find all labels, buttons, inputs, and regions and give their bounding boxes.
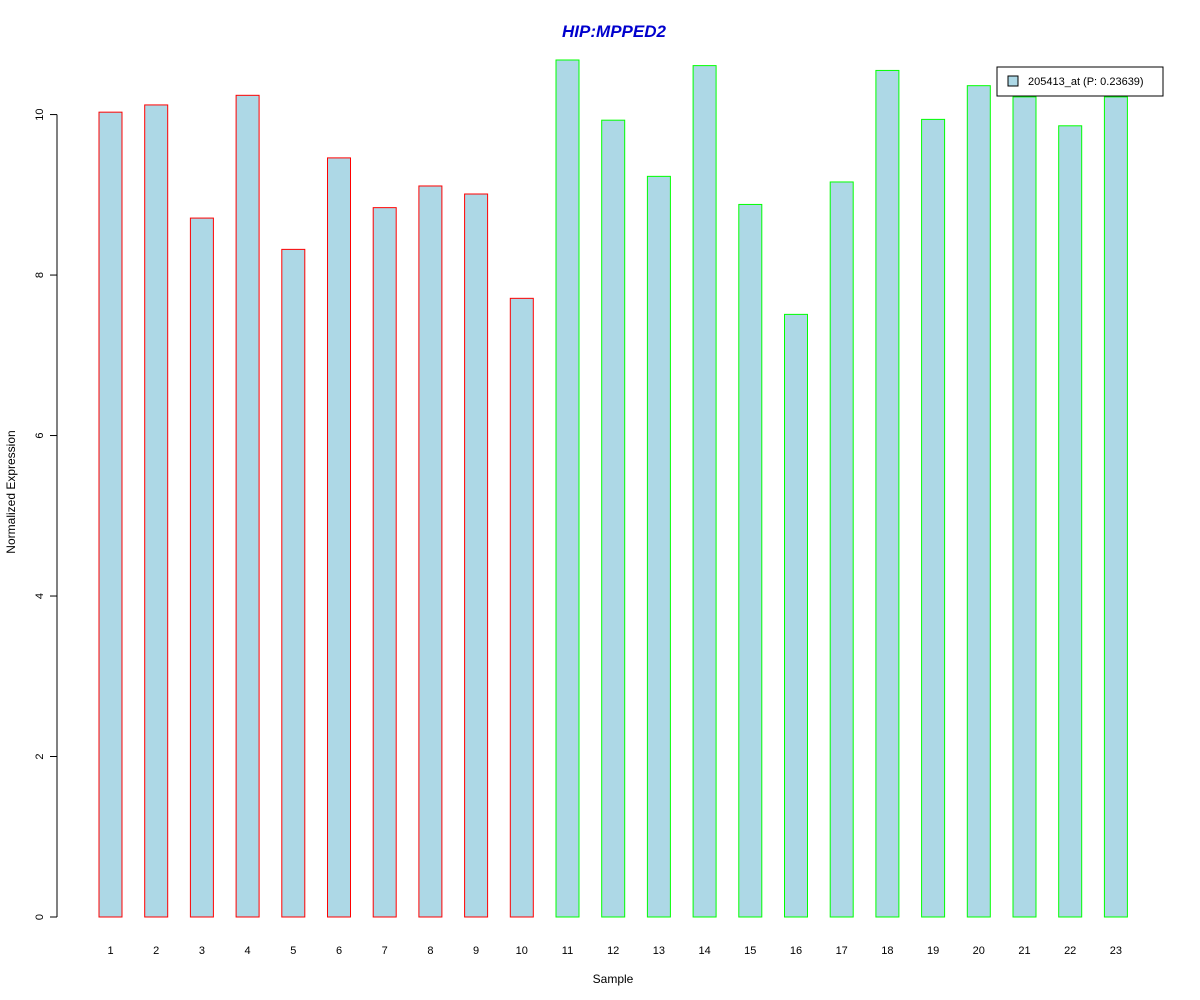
y-axis-label: Normalized Expression xyxy=(4,430,18,553)
legend: 205413_at (P: 0.23639) xyxy=(996,66,1164,97)
bar-sample-10 xyxy=(509,297,534,918)
chart-title: HIP:MPPED2 xyxy=(562,22,666,41)
x-tick-label: 18 xyxy=(881,945,893,957)
x-tick-label: 10 xyxy=(516,945,528,957)
legend-label: 205413_at (P: 0.23639) xyxy=(1028,76,1144,88)
bar-sample-4 xyxy=(235,94,260,918)
bar-sample-23 xyxy=(1103,96,1128,918)
x-tick-label: 23 xyxy=(1110,945,1122,957)
bar-sample-3 xyxy=(189,217,214,918)
y-tick-label: 2 xyxy=(34,753,46,759)
x-axis-label: Sample xyxy=(593,972,634,986)
bar-sample-13 xyxy=(646,175,671,918)
y-tick-label: 0 xyxy=(34,914,46,920)
x-tick-label: 13 xyxy=(653,945,665,957)
bar-sample-2 xyxy=(144,104,169,918)
y-tick-label: 8 xyxy=(34,272,46,278)
bar-sample-16 xyxy=(784,313,808,918)
y-tick-label: 10 xyxy=(34,108,46,120)
bar-sample-5 xyxy=(281,248,306,918)
x-tick-label: 11 xyxy=(562,945,573,957)
x-tick-label: 14 xyxy=(698,945,710,957)
x-tick-label: 6 xyxy=(336,945,342,957)
x-tick-label: 16 xyxy=(790,945,802,957)
y-axis: 0 2 4 6 8 10 xyxy=(34,108,58,920)
bar-sample-20 xyxy=(966,85,991,918)
bar-sample-11 xyxy=(555,59,580,918)
bar-sample-1 xyxy=(98,111,123,918)
x-tick-label: 21 xyxy=(1018,945,1030,957)
x-tick-label: 12 xyxy=(607,945,619,957)
bar-sample-19 xyxy=(921,118,946,918)
bar-sample-15 xyxy=(738,203,763,918)
bar-sample-21 xyxy=(1012,96,1037,918)
bar-sample-18 xyxy=(875,69,900,918)
bar-sample-14 xyxy=(692,65,717,918)
bar-sample-12 xyxy=(601,119,626,918)
bar-sample-22 xyxy=(1058,125,1083,918)
x-tick-label: 19 xyxy=(927,945,939,957)
x-tick-label: 7 xyxy=(382,945,388,957)
legend-box xyxy=(996,66,1164,97)
bars xyxy=(98,59,1128,918)
bar-sample-7 xyxy=(372,207,397,918)
x-tick-label: 8 xyxy=(427,945,433,957)
bar-sample-17 xyxy=(829,181,854,918)
x-tick-label: 2 xyxy=(153,945,159,957)
y-tick-label: 6 xyxy=(34,432,46,438)
x-tick-label: 5 xyxy=(290,945,296,957)
bar-sample-8 xyxy=(418,185,443,918)
x-tick-label: 15 xyxy=(744,945,756,957)
x-tick-label: 22 xyxy=(1064,945,1076,957)
x-tick-labels: 1 2 3 4 5 6 7 8 9 10 11 12 13 14 15 16 17 18 19 20 21 22 23 xyxy=(107,945,1122,957)
x-tick-label: 20 xyxy=(973,945,985,957)
x-tick-label: 9 xyxy=(473,945,479,957)
x-tick-label: 4 xyxy=(245,945,251,957)
bar-sample-9 xyxy=(464,193,489,918)
x-tick-label: 1 xyxy=(107,945,113,957)
x-tick-label: 3 xyxy=(199,945,205,957)
y-tick-label: 4 xyxy=(34,593,46,599)
legend-swatch xyxy=(1007,75,1019,87)
x-tick-label: 17 xyxy=(836,945,848,957)
bar-sample-6 xyxy=(327,157,351,918)
